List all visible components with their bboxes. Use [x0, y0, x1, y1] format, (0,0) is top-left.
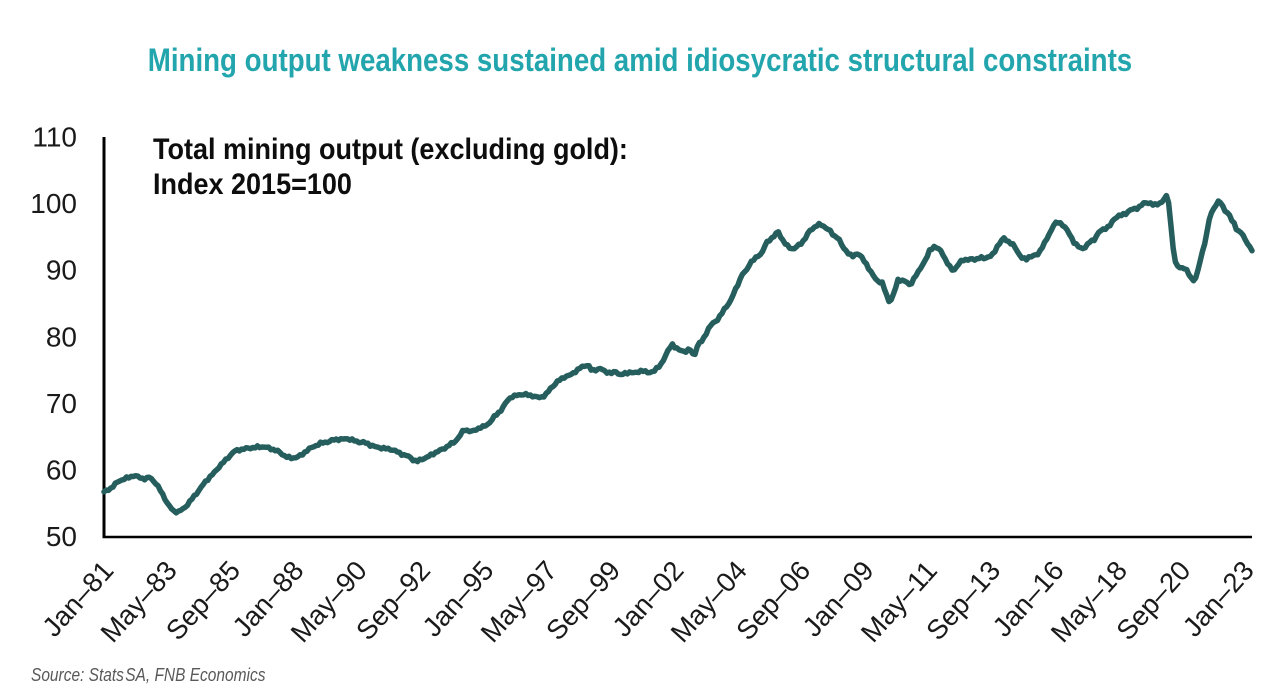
svg-text:50: 50	[46, 521, 77, 552]
svg-text:60: 60	[46, 454, 77, 485]
svg-text:110: 110	[32, 122, 77, 153]
svg-text:70: 70	[46, 388, 77, 419]
svg-text:90: 90	[46, 255, 77, 286]
svg-text:Jan–23: Jan–23	[1176, 555, 1259, 643]
svg-text:80: 80	[46, 321, 77, 352]
svg-text:100: 100	[30, 188, 77, 219]
